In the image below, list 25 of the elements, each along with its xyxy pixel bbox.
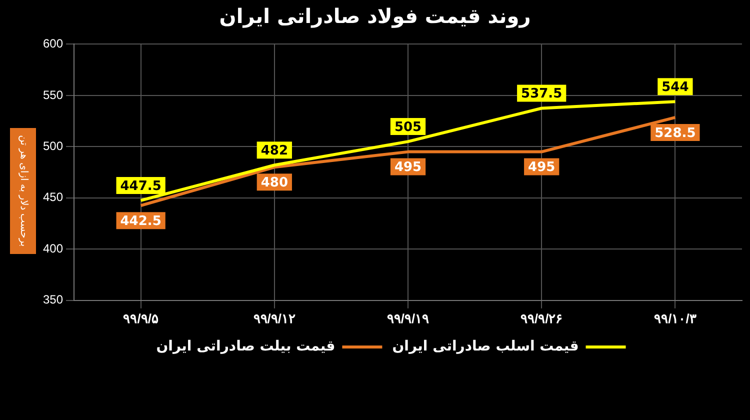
data-label: 447.5: [120, 178, 162, 194]
x-tick-label: ۹۹/۹/۱۲: [253, 310, 296, 326]
y-tick-label: 550: [42, 88, 64, 102]
legend-label: قیمت بیلت صادراتی ایران: [156, 338, 336, 355]
legend-label: قیمت اسلب صادراتی ایران: [392, 338, 579, 355]
y-axis-title: برحسب دلار به ازای هر تن: [10, 128, 36, 254]
chart-title: روند قیمت فولاد صادراتی ایران: [218, 4, 532, 28]
data-label: 544: [662, 80, 689, 95]
y-tick-label: 600: [42, 36, 64, 51]
x-tick-label: ۹۹/۹/۲۶: [520, 310, 563, 326]
data-label: 528.5: [654, 126, 696, 141]
y-tick-label: 400: [42, 241, 64, 256]
x-tick-label: ۹۹/۹/۵: [123, 310, 158, 326]
data-label: 480: [260, 176, 288, 191]
data-label: 537.5: [521, 86, 562, 102]
x-tick-label: ۹۹/۹/۱۹: [386, 310, 430, 326]
data-label: 505: [394, 120, 422, 135]
y-tick-label: 450: [42, 190, 64, 204]
data-label: 482: [260, 144, 288, 158]
data-label: 442.5: [120, 214, 162, 229]
data-label: 495: [528, 160, 556, 176]
x-tick-label: ۹۹/۱۰/۳: [654, 310, 696, 326]
y-tick-label: 350: [42, 292, 64, 307]
y-tick-label: 500: [42, 138, 64, 153]
data-label: 495: [394, 160, 422, 176]
